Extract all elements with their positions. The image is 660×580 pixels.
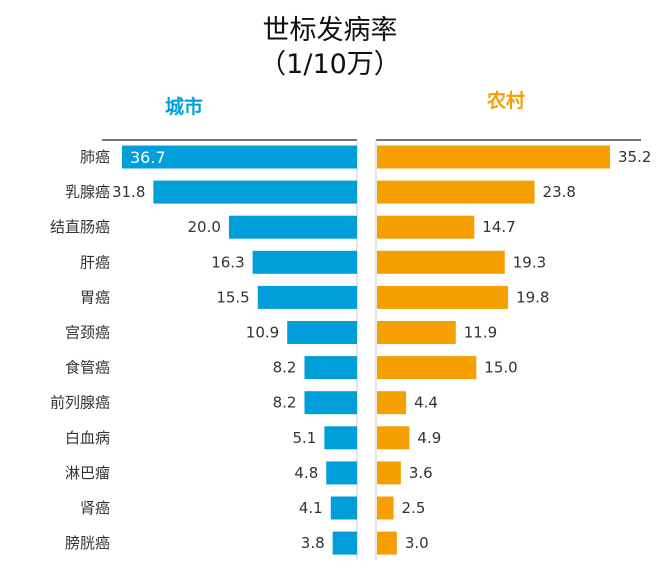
category-label: 膀胱癌 <box>65 534 110 552</box>
category-label: 淋巴瘤 <box>65 464 110 482</box>
value-label-urban: 3.8 <box>301 534 325 552</box>
value-label-rural: 15.0 <box>484 359 517 377</box>
series-label-rural: 农村 <box>487 90 526 112</box>
chart-title: 世标发病率 <box>262 15 398 46</box>
bar-rural <box>377 531 397 555</box>
value-label-rural: 4.4 <box>414 394 438 412</box>
bar-urban <box>330 496 357 520</box>
bar-rural <box>377 180 535 204</box>
chart-subtitle: （1/10万） <box>259 49 401 80</box>
value-label-rural: 3.0 <box>405 534 429 552</box>
bar-rural <box>377 461 401 485</box>
value-label-rural: 35.2 <box>618 148 651 166</box>
value-label-rural: 19.3 <box>513 253 546 271</box>
value-label-rural: 4.9 <box>417 429 441 447</box>
category-label: 肾癌 <box>80 499 110 517</box>
bar-rural <box>377 285 509 309</box>
bar-urban <box>287 321 357 344</box>
value-label-urban: 10.9 <box>246 324 279 342</box>
bar-urban <box>228 215 357 239</box>
bar-rural <box>377 215 475 239</box>
value-label-urban: 8.2 <box>273 394 297 412</box>
value-label-rural: 23.8 <box>543 183 576 201</box>
bar-urban <box>257 285 357 309</box>
bar-urban <box>324 426 357 450</box>
bar-rural <box>377 496 394 520</box>
value-label-urban: 8.2 <box>273 359 297 377</box>
category-label: 食管癌 <box>65 359 110 377</box>
category-label: 宫颈癌 <box>65 324 110 342</box>
category-label: 乳腺癌 <box>65 183 110 201</box>
value-label-rural: 14.7 <box>482 218 515 236</box>
category-label: 肝癌 <box>80 253 110 271</box>
value-label-urban: 15.5 <box>216 288 249 306</box>
value-label-urban: 16.3 <box>211 253 244 271</box>
series-label-urban: 城市 <box>165 96 204 118</box>
bar-urban <box>153 180 357 204</box>
category-label: 白血病 <box>65 429 110 447</box>
value-label-rural: 11.9 <box>464 324 497 342</box>
category-label: 前列腺癌 <box>50 394 110 412</box>
value-label-urban: 4.8 <box>294 464 318 482</box>
value-label-urban: 31.8 <box>112 183 145 201</box>
bar-rural <box>377 426 410 450</box>
value-label-urban: 5.1 <box>292 429 316 447</box>
bar-urban <box>304 356 357 380</box>
value-label-rural: 2.5 <box>402 499 426 517</box>
bar-rural <box>377 391 407 415</box>
bar-rural <box>377 145 610 169</box>
bar-urban <box>122 145 357 169</box>
category-label: 胃癌 <box>80 288 110 306</box>
bar-urban <box>304 391 357 415</box>
bar-urban <box>326 461 357 485</box>
bar-rural <box>377 356 477 380</box>
bar-rural <box>377 321 456 344</box>
value-label-rural: 3.6 <box>409 464 433 482</box>
bar-rural <box>377 250 505 274</box>
bar-urban <box>252 250 357 274</box>
value-label-rural: 19.8 <box>516 288 549 306</box>
value-label-urban: 20.0 <box>188 218 221 236</box>
value-label-urban: 4.1 <box>299 499 323 517</box>
value-label-urban: 36.7 <box>130 148 166 167</box>
category-label: 结直肠癌 <box>50 218 110 236</box>
category-label: 肺癌 <box>80 148 110 166</box>
bar-urban <box>332 531 357 555</box>
